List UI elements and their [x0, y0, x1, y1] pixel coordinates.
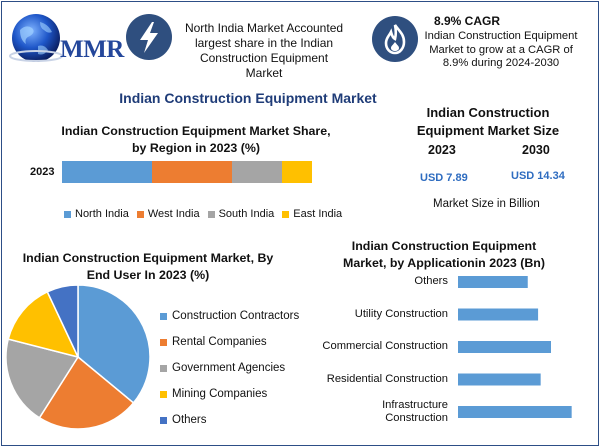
logo-text: MMR — [60, 36, 124, 63]
application-label-residential-construction: Residential Construction — [326, 372, 448, 385]
region-bar-segment-east-india — [282, 161, 312, 183]
application-label-infrastructure-construction: Infrastructure Construction — [382, 399, 448, 424]
region-legend-item-east-india: East India — [282, 208, 342, 220]
legend-swatch — [64, 210, 71, 218]
region-chart-title: Indian Construction Equipment Market Sha… — [61, 124, 331, 155]
legend-swatch — [160, 338, 167, 346]
application-chart-title: Indian Construction Equipment Market, by… — [343, 239, 545, 270]
legend-swatch — [160, 390, 167, 398]
region-legend-item-south-india: South India — [207, 208, 275, 220]
market-size-value-2023: USD 7.89 — [420, 172, 468, 184]
application-bar-utility-construction — [458, 308, 539, 321]
legend-label: Construction Contractors — [172, 310, 300, 322]
region-bar-segment-west-india — [152, 161, 232, 183]
legend-label: North India — [75, 208, 129, 220]
enduser-pie-chart — [5, 284, 151, 430]
highlight-north-india: North India Market Accounted largest sha… — [184, 21, 344, 80]
enduser-chart-legend: Construction Contractors Rental Companies… — [160, 303, 299, 433]
application-label-utility-construction: Utility Construction — [354, 307, 448, 320]
region-legend-item-west-india: West India — [136, 208, 200, 220]
legend-label: Mining Companies — [172, 388, 268, 400]
region-stacked-bar — [62, 161, 312, 183]
region-bar-segment-north-india — [62, 161, 152, 183]
cagr-description: Indian Construction Equipment Market to … — [424, 30, 578, 69]
market-size-value-2030: USD 14.34 — [511, 170, 565, 182]
pie-legend-item-rental-companies: Rental Companies — [160, 329, 299, 355]
mmr-logo: MMR — [8, 8, 128, 68]
legend-label: Others — [172, 414, 207, 426]
legend-swatch — [160, 416, 167, 424]
market-size-note: Market Size in Billion — [433, 198, 540, 210]
region-bar-segment-south-india — [232, 161, 282, 183]
legend-swatch — [160, 312, 167, 320]
legend-swatch — [282, 210, 290, 218]
page-title: Indian Construction Equipment Market — [119, 90, 377, 106]
region-legend-item-north-india: North India — [64, 208, 129, 220]
pie-slice-construction-contractors — [77, 284, 151, 404]
legend-swatch — [207, 210, 215, 218]
pie-legend-item-others: Others — [160, 407, 299, 433]
pie-slice-government-agencies — [5, 338, 80, 419]
application-bar-infrastructure-construction — [458, 406, 572, 418]
application-label-others: Others — [414, 275, 448, 287]
application-bar-chart — [458, 276, 572, 418]
application-label-commercial-construction: Commercial Construction — [322, 340, 448, 352]
market-size-title: Indian Construction Equipment Market Siz… — [416, 105, 560, 138]
region-chart-legend: North India West India South India East Ind… — [64, 208, 350, 220]
flame-icon — [372, 16, 418, 62]
pie-legend-item-government-agencies: Government Agencies — [160, 355, 299, 381]
legend-label: West India — [147, 208, 200, 220]
legend-label: South India — [218, 208, 275, 220]
region-chart-category: 2023 — [30, 166, 55, 178]
application-bar-residential-construction — [458, 373, 541, 386]
pie-legend-item-construction-contractors: Construction Contractors — [160, 303, 299, 329]
pie-legend-item-mining-companies: Mining Companies — [160, 381, 299, 407]
enduser-chart-title: Indian Construction Equipment Market, By… — [22, 251, 274, 282]
application-bar-others — [458, 276, 528, 288]
pie-slice-rental-companies — [38, 355, 135, 430]
legend-swatch — [136, 210, 144, 218]
legend-label: Rental Companies — [172, 336, 267, 348]
lightning-icon — [126, 14, 172, 60]
application-chart-labels: Others Utility Construction Commercial Con… — [292, 266, 448, 436]
legend-label: Government Agencies — [172, 362, 286, 374]
legend-label: East India — [293, 208, 343, 220]
market-size-year-2030: 2030 — [522, 143, 550, 157]
globe-icon — [9, 14, 63, 62]
cagr-title: 8.9% CAGR — [434, 14, 501, 28]
pie-slice-others — [46, 284, 79, 358]
application-bar-commercial-construction — [458, 341, 551, 353]
legend-swatch — [160, 364, 167, 372]
pie-slice-mining-companies — [7, 290, 80, 359]
market-size-year-2023: 2023 — [428, 143, 456, 157]
